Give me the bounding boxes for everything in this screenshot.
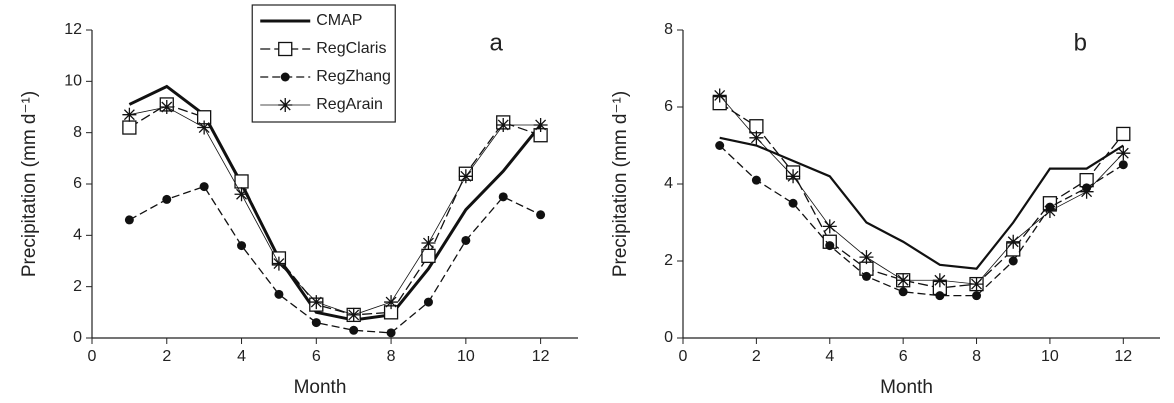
y-tick-label: 4 [73,227,82,244]
marker [384,295,399,310]
series-line [129,103,541,316]
panel-label: a [490,29,504,56]
marker [237,241,247,251]
marker [932,273,947,288]
marker [122,120,137,135]
series-line [719,145,1124,297]
marker [1116,146,1131,161]
x-tick-label: 10 [457,348,475,365]
marker [162,194,172,204]
x-tick-label: 0 [88,348,97,365]
marker [234,187,249,202]
y-tick-label: 2 [73,278,82,295]
marker [536,210,546,220]
y-tick-label: 0 [664,329,673,346]
legend-label: RegClaris [316,40,386,57]
marker [822,219,837,234]
marker [386,328,396,338]
series-line [129,106,541,316]
y-axis-label: Precipitation (mm d⁻¹) [19,91,40,277]
y-tick-label: 0 [73,329,82,346]
marker [458,169,473,184]
marker [859,250,874,265]
series-line [719,136,1124,270]
marker [423,297,433,307]
marker [825,241,835,251]
legend-box [251,4,396,123]
x-tick-label: 2 [752,348,761,365]
marker [861,271,871,281]
marker [751,175,761,185]
marker [788,198,798,208]
marker [199,182,209,192]
y-tick-label: 8 [73,124,82,141]
series-line [129,185,541,334]
y-axis-label: Precipitation (mm d⁻¹) [610,91,631,277]
legend-label: CMAP [316,12,362,29]
marker [421,248,436,264]
marker [896,273,911,288]
marker [421,236,436,251]
marker [935,291,945,301]
x-tick-label: 4 [237,348,246,365]
series-line [128,84,542,322]
y-tick-label: 2 [664,252,673,269]
x-tick-label: 4 [825,348,834,365]
marker [898,287,908,297]
panel-label: b [1074,29,1087,56]
x-tick-label: 8 [972,348,981,365]
legend-label: RegArain [316,96,383,113]
marker [1079,184,1094,199]
legend-label: RegZhang [316,68,391,85]
marker [159,100,174,114]
x-axis-label: Month [294,377,347,398]
marker [311,318,321,328]
x-tick-label: 10 [1041,348,1059,365]
marker [274,289,284,299]
marker [715,141,725,150]
x-axis-label: Month [880,377,933,398]
marker [496,117,511,132]
y-tick-label: 12 [64,21,82,38]
marker [124,215,134,225]
y-tick-label: 4 [664,175,673,192]
marker [972,291,982,301]
marker [1042,203,1057,218]
x-tick-label: 6 [312,348,321,365]
y-tick-label: 6 [73,175,82,192]
x-tick-label: 6 [899,348,908,365]
marker [749,130,764,145]
marker [309,295,324,310]
x-tick-label: 12 [1114,348,1132,365]
legend-marker [278,41,293,57]
y-tick-label: 8 [664,21,673,38]
y-tick-label: 10 [64,73,82,90]
legend: CMAP RegClaris RegZhang RegArain [251,4,396,123]
marker [461,235,471,245]
marker [346,307,361,322]
series-line [719,95,1124,285]
marker [498,192,508,202]
marker [197,120,212,135]
x-tick-label: 8 [387,348,396,365]
marker [122,107,137,122]
x-tick-label: 0 [679,348,688,365]
legend-marker [280,72,290,82]
marker [533,117,548,132]
marker [1006,234,1021,249]
marker [349,325,359,335]
marker [1118,160,1128,170]
legend-marker [278,98,293,112]
marker [712,88,727,103]
marker [1008,256,1018,266]
x-tick-label: 12 [532,348,550,365]
marker [271,256,286,271]
marker [969,277,984,292]
y-tick-label: 6 [664,98,673,115]
marker [1116,126,1131,142]
x-tick-label: 2 [162,348,171,365]
marker [786,169,801,184]
